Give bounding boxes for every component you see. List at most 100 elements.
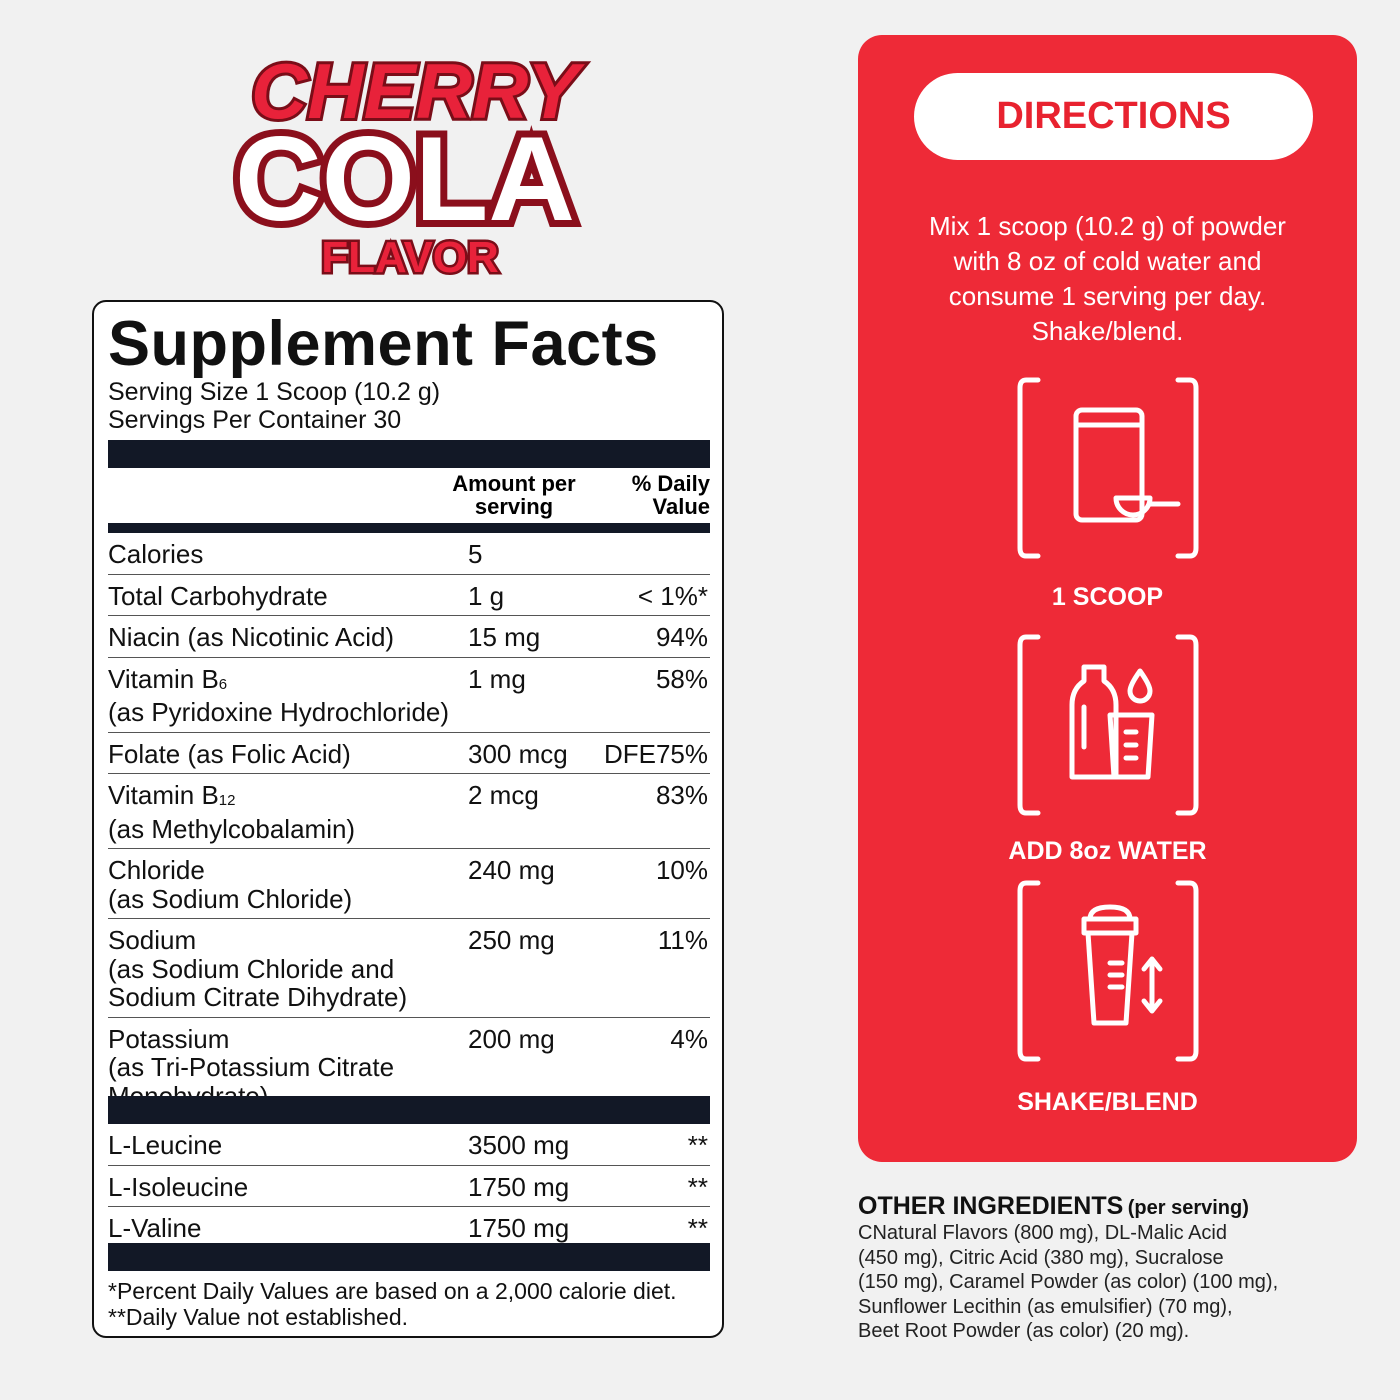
nutrient-name: Chloride [108, 856, 710, 885]
amount: 1 g [468, 580, 505, 611]
ingredient-line: (450 mg), Citric Acid (380 mg), Sucralos… [858, 1246, 1224, 1269]
daily-value: 58% [655, 663, 708, 694]
nutrient-rows: Calories 5 Total Carbohydrate 1 g < 1%* Niaci… [108, 533, 710, 1116]
nutrient-row: Potassium(as Tri-Potassium CitrateMonohy… [108, 1018, 710, 1116]
amount: 5 [468, 539, 483, 569]
nutrient-name: L-Leucine [108, 1131, 710, 1160]
logo-line3: FLAVOR [321, 233, 499, 282]
nutrient-detail: (as Pyridoxine Hydrochloride) [108, 697, 450, 727]
servings: Servings Per Container 30 [108, 406, 402, 434]
nutrient-name-text: Total Carbohydrate [108, 580, 328, 611]
ingredient-line: CNatural Flavors (800 mg), DL-Malic Acid [858, 1222, 1227, 1244]
step-label: ADD 8oz WATER [1008, 837, 1207, 865]
directions-line: with 8 oz of cold water and [953, 246, 1262, 276]
step-label: SHAKE/BLEND [1017, 1088, 1198, 1116]
other-body: CNatural Flavors (800 mg), DL-Malic Acid… [858, 1221, 1278, 1344]
other-qualifier: (per serving) [1127, 1197, 1249, 1219]
other-title: OTHER INGREDIENTS [858, 1192, 1124, 1220]
rule [108, 523, 710, 533]
amount: 1750 mg [468, 1171, 570, 1202]
nutrient-name-text: Chloride [108, 855, 205, 885]
nutrient-row: Vitamin B12 (as Methylcobalamin) 2 mcg 83% [108, 774, 710, 849]
daily-value: DFE75% [603, 738, 708, 769]
ingredient-line: (150 mg), Caramel Powder (as color) (100… [858, 1271, 1279, 1293]
amount: 200 mg [468, 1023, 555, 1054]
logo-line2: COLA [235, 112, 575, 246]
nutrient-name: Folate (as Folic Acid) [108, 738, 710, 769]
serving-size: Serving Size 1 Scoop (10.2 g) [108, 378, 441, 406]
daily-value: 4% [670, 1023, 708, 1054]
nutrient-row: Calories 5 [108, 533, 710, 575]
amount: 1750 mg [468, 1213, 570, 1243]
nutrient-name: Total Carbohydrate [108, 580, 710, 611]
directions-line: Mix 1 scoop (10.2 g) of powder [929, 211, 1286, 241]
logo-line1: CHERRY [251, 47, 585, 135]
amino-rows: L-Leucine 3500 mg ** L-Isoleucine 1750 mg ** L… [108, 1124, 710, 1248]
nutrient-subscript: 6 [218, 675, 228, 693]
logo: CHERRY COLA FLAVOR [228, 44, 588, 285]
directions-panel: DIRECTIONS Mix 1 scoop (10.2 g) of powde… [858, 35, 1357, 1162]
nutrient-detail: Sodium Citrate Dihydrate) [108, 982, 408, 1012]
amount: 3500 mg [468, 1130, 570, 1160]
step-icons [1017, 377, 1199, 1062]
directions-line: Shake/blend. [1031, 316, 1184, 346]
nutrient-row: L-Valine 1750 mg ** [108, 1207, 710, 1248]
nutrient-row: Sodium (as Sodium Chloride and Sodium Citr… [108, 919, 710, 1018]
nutrient-name-text: Niacin (as Nicotinic Acid) [108, 622, 395, 652]
directions-text: Mix 1 scoop (10.2 g) of powder with 8 oz … [858, 209, 1357, 349]
ingredient-line: Sunflower Lecithin (as emulsifier) (70 m… [858, 1295, 1233, 1318]
amount: 2 mcg [468, 780, 539, 810]
rule [108, 1096, 710, 1124]
nutrient-row: Vitamin B6 (as Pyridoxine Hydrochloride) 1… [108, 658, 710, 733]
nutrient-row: Total Carbohydrate 1 g < 1%* [108, 575, 710, 616]
amount: 240 mg [468, 855, 555, 885]
nutrient-name-text: Potassium [108, 1023, 230, 1054]
footnote: **Daily Value not established. [108, 1304, 409, 1330]
daily-value: 83% [655, 780, 708, 810]
daily-value: ** [687, 1213, 708, 1243]
nutrient-name: Calories [108, 540, 710, 569]
nutrient-detail: (as Methylcobalamin) [108, 813, 356, 844]
directions-title: DIRECTIONS [914, 73, 1313, 160]
nutrient-name: L-Isoleucine [108, 1171, 710, 1202]
rule [108, 1243, 710, 1271]
footnotes: *Percent Daily Values are based on a 2,0… [108, 1278, 710, 1330]
nutrient-name: L-Valine [108, 1214, 710, 1243]
nutrient-name-text: Folate (as Folic Acid) [108, 738, 351, 769]
daily-value: ** [687, 1130, 708, 1160]
nutrient-name-text: L-Valine [108, 1213, 202, 1243]
facts-title: Supplement Facts [108, 309, 659, 379]
nutrient-row: Niacin (as Nicotinic Acid) 15 mg 94% [108, 616, 710, 658]
other-ingredients: OTHER INGREDIENTS (per serving) CNatural… [858, 1192, 1278, 1344]
daily-value: 10% [655, 855, 708, 885]
amount: 15 mg [468, 622, 541, 652]
nutrient-detail: (as Sodium Chloride and [108, 953, 395, 984]
daily-value: ** [687, 1171, 708, 1202]
nutrient-name: Sodium [108, 926, 710, 955]
nutrient-row: L-Isoleucine 1750 mg ** [108, 1166, 710, 1207]
nutrient-row: Folate (as Folic Acid) 300 mcg DFE75% [108, 733, 710, 774]
nutrient-name: Vitamin B12 [108, 781, 710, 815]
nutrient-name-text: L-Leucine [108, 1130, 223, 1160]
supplement-facts: Supplement Facts Serving Size 1 Scoop (1… [92, 300, 724, 1338]
amount: 1 mg [468, 663, 526, 694]
daily-value: < 1%* [637, 580, 708, 611]
nutrient-name-text: Sodium [108, 925, 197, 955]
step-label: 1 SCOOP [1051, 583, 1164, 611]
nutrient-name: Vitamin B6 [108, 663, 710, 699]
nutrient-row: L-Leucine 3500 mg ** [108, 1124, 710, 1166]
nutrient-name-text: L-Isoleucine [108, 1171, 249, 1202]
nutrient-name: Potassium [108, 1023, 710, 1054]
daily-value: 11% [657, 925, 708, 955]
nutrient-name-text: Vitamin B [108, 663, 219, 694]
directions-line: consume 1 serving per day. [948, 281, 1267, 311]
amount: 250 mg [468, 925, 555, 955]
nutrient-detail: (as Sodium Chloride) [108, 883, 353, 914]
footnote: *Percent Daily Values are based on a 2,0… [108, 1278, 677, 1304]
nutrient-subscript: 12 [218, 792, 236, 809]
dv-header: % Daily Value [631, 471, 710, 519]
nutrient-row: Chloride (as Sodium Chloride) 240 mg 10% [108, 849, 710, 919]
rule [108, 440, 710, 468]
nutrient-name-text: Calories [108, 539, 204, 569]
nutrient-name: Niacin (as Nicotinic Acid) [108, 623, 710, 652]
